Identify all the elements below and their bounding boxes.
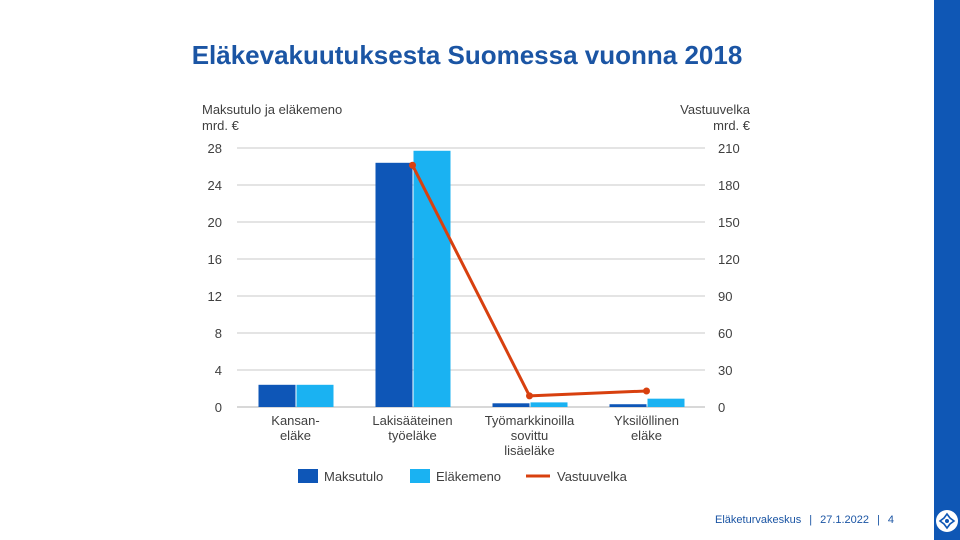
bar-maksutulo [609, 404, 647, 407]
page-title: Eläkevakuutuksesta Suomessa vuonna 2018 [191, 40, 743, 70]
brand-logo-icon [936, 510, 958, 532]
bar-maksutulo [258, 384, 296, 407]
bar-eläkemeno [413, 150, 451, 407]
category-label: Yksilöllinen eläke [614, 413, 679, 443]
legend-label-vastuuvelka: Vastuuvelka [557, 469, 628, 484]
right-axis-title-line2: mrd. € [713, 118, 751, 133]
category-label: Lakisääteinen työeläke [372, 413, 452, 443]
left-tick-label: 8 [215, 326, 222, 341]
footer: Eläketurvakeskus | 27.1.2022 | 4 [715, 514, 894, 526]
line-point [409, 161, 416, 169]
left-tick-label: 16 [208, 252, 222, 267]
left-tick-label: 12 [208, 289, 222, 304]
right-tick-label: 150 [718, 215, 740, 230]
right-tick-label: 30 [718, 363, 732, 378]
right-tick-label: 0 [718, 400, 725, 415]
left-axis-title-line1: Maksutulo ja eläkemeno [202, 102, 342, 117]
footer-date: 27.1.2022 [820, 514, 870, 526]
right-tick-label: 90 [718, 289, 732, 304]
right-tick-label: 210 [718, 141, 740, 156]
left-tick-label: 24 [208, 178, 222, 193]
line-point [643, 387, 650, 395]
left-tick-label: 4 [215, 363, 222, 378]
category-label: Työmarkkinoilla sovittu lisäeläke [485, 413, 575, 458]
footer-org: Eläketurvakeskus [715, 514, 802, 526]
bar-eläkemeno [530, 402, 568, 407]
bar-maksutulo [492, 403, 530, 407]
left-tick-label: 28 [208, 141, 222, 156]
right-tick-label: 180 [718, 178, 740, 193]
footer-separator: | [877, 514, 880, 526]
footer-separator: | [809, 514, 813, 526]
right-tick-label: 120 [718, 252, 740, 267]
line-point [526, 392, 533, 400]
bar-eläkemeno [296, 384, 334, 407]
footer-page-number: 4 [887, 514, 894, 526]
left-axis-title-line2: mrd. € [202, 118, 240, 133]
category-label: Kansan-eläke [271, 413, 319, 443]
left-tick-label: 20 [208, 215, 222, 230]
bar-maksutulo [375, 162, 413, 407]
right-tick-label: 60 [718, 326, 732, 341]
brand-side-bar [934, 0, 960, 540]
legend-label-eläkemeno: Eläkemeno [436, 469, 501, 484]
legend-swatch-eläkemeno [410, 469, 430, 483]
legend-label-maksutulo: Maksutulo [324, 469, 383, 484]
legend-swatch-maksutulo [298, 469, 318, 483]
left-tick-label: 0 [215, 400, 222, 415]
right-axis-title-line1: Vastuuvelka [680, 102, 751, 117]
bar-eläkemeno [647, 398, 685, 407]
